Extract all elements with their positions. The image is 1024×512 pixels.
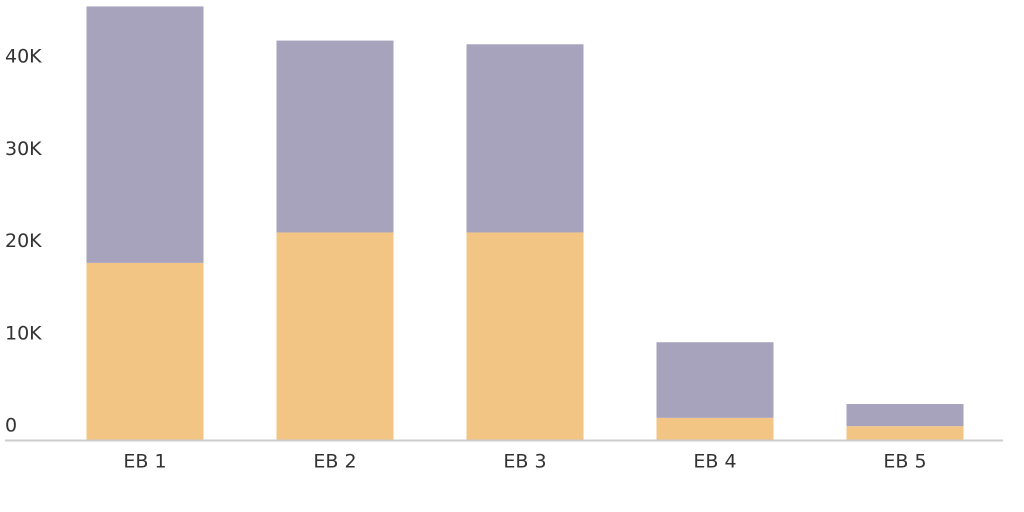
x-tick-label: EB 3: [503, 451, 546, 473]
bar-segment: [466, 232, 584, 440]
bar-segment: [86, 262, 204, 440]
y-tick-label: 40K: [5, 46, 42, 68]
y-tick-label: 10K: [5, 322, 42, 344]
bar-segment: [846, 404, 964, 427]
y-tick-label: 20K: [5, 230, 42, 252]
y-tick-label: 0: [5, 415, 17, 437]
bar-segment: [276, 232, 394, 440]
bar-segment: [846, 426, 964, 440]
bar-segment: [466, 44, 584, 233]
bar-segment: [86, 6, 204, 263]
y-tick-label: 30K: [5, 138, 42, 160]
x-tick-label: EB 4: [693, 451, 736, 473]
bar-segment: [276, 40, 394, 233]
bar-segment: [656, 342, 774, 418]
x-tick-label: EB 2: [313, 451, 356, 473]
x-tick-label: EB 5: [883, 451, 926, 473]
x-tick-label: EB 1: [123, 451, 166, 473]
bar-segment: [656, 417, 774, 440]
